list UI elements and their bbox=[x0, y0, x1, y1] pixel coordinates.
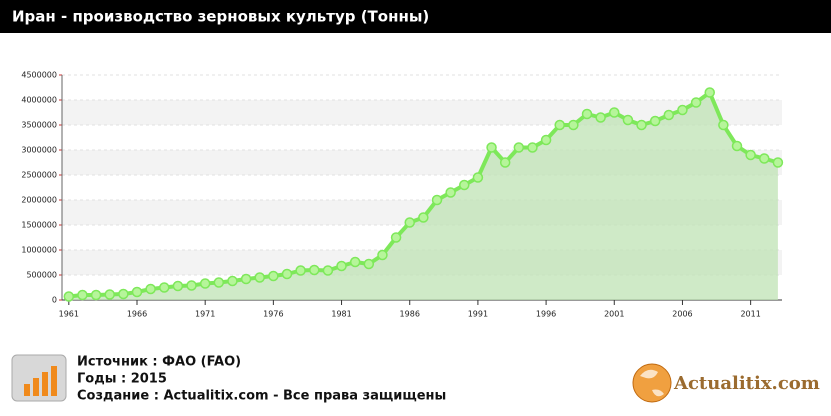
x-tick-label: 1976 bbox=[263, 310, 283, 319]
point bbox=[390, 232, 402, 243]
point bbox=[268, 270, 279, 282]
x-tick-label: 1966 bbox=[127, 310, 147, 319]
point bbox=[609, 107, 620, 118]
point bbox=[663, 109, 675, 121]
y-tick-label: 2000000 bbox=[21, 196, 57, 205]
point bbox=[445, 187, 456, 198]
point bbox=[254, 272, 265, 283]
icon-bar bbox=[51, 366, 57, 396]
point bbox=[581, 108, 593, 120]
logo-land bbox=[640, 369, 664, 397]
point bbox=[759, 153, 770, 164]
footer-years: Годы : 2015 bbox=[77, 372, 167, 387]
point bbox=[227, 275, 238, 287]
icon-bar bbox=[24, 384, 30, 396]
point bbox=[431, 194, 443, 206]
point bbox=[63, 291, 75, 302]
point bbox=[459, 179, 470, 191]
point bbox=[336, 260, 347, 272]
plot: 0 500000 1000000 1500000 2000000 2500000 30000… bbox=[21, 71, 784, 319]
point bbox=[349, 256, 361, 268]
point bbox=[131, 286, 143, 298]
point bbox=[499, 157, 511, 168]
point bbox=[540, 134, 552, 146]
x-tick-label: 2011 bbox=[740, 310, 760, 319]
point bbox=[363, 258, 375, 270]
point bbox=[186, 280, 197, 291]
point bbox=[649, 115, 661, 127]
point bbox=[322, 265, 334, 276]
point bbox=[418, 212, 429, 223]
point bbox=[118, 288, 129, 300]
y-tick-label: 2500000 bbox=[21, 171, 57, 180]
point bbox=[718, 119, 729, 131]
title-bar bbox=[0, 0, 831, 33]
icon-bar bbox=[42, 372, 48, 396]
chart-title: Иран - производство зерновых культур (То… bbox=[12, 8, 429, 26]
point bbox=[145, 283, 156, 295]
x-tick-label: 1981 bbox=[331, 310, 351, 319]
x-tick-label: 2006 bbox=[672, 310, 692, 319]
point bbox=[568, 119, 579, 131]
point bbox=[404, 217, 415, 228]
y-tick-label: 1000000 bbox=[21, 246, 57, 255]
point bbox=[295, 265, 306, 276]
y-tick-label: 4500000 bbox=[21, 71, 57, 80]
footer-icon bbox=[11, 354, 67, 402]
point bbox=[690, 97, 702, 108]
y-tick-label: 1500000 bbox=[21, 221, 57, 230]
x-tick-label: 1961 bbox=[59, 310, 79, 319]
point bbox=[472, 172, 484, 183]
point bbox=[77, 289, 88, 301]
point bbox=[595, 112, 606, 123]
x-tick-label: 2001 bbox=[604, 310, 624, 319]
y-tick-label: 3500000 bbox=[21, 121, 57, 130]
footer-source: Источник : ФАО (FAO) bbox=[77, 355, 241, 370]
point bbox=[486, 142, 497, 153]
point bbox=[772, 157, 784, 168]
point bbox=[554, 119, 565, 131]
point bbox=[172, 280, 184, 292]
point bbox=[513, 142, 525, 153]
point bbox=[213, 277, 225, 288]
point bbox=[636, 119, 647, 131]
logo-globe bbox=[632, 363, 672, 403]
area bbox=[68, 92, 778, 300]
y-tick-label: 500000 bbox=[26, 271, 57, 280]
point bbox=[281, 268, 293, 280]
point bbox=[90, 289, 102, 301]
point bbox=[677, 104, 688, 116]
point bbox=[104, 289, 115, 300]
y-tick-label: 0 bbox=[52, 296, 57, 305]
point bbox=[527, 142, 538, 153]
x-tick-label: 1971 bbox=[195, 310, 215, 319]
point bbox=[377, 249, 388, 261]
point bbox=[622, 114, 634, 126]
point bbox=[240, 273, 252, 285]
point bbox=[731, 140, 743, 152]
y-tick-label: 3000000 bbox=[21, 146, 57, 155]
x-tick-label: 1986 bbox=[400, 310, 420, 319]
x-tick-label: 1996 bbox=[536, 310, 556, 319]
point bbox=[159, 282, 170, 293]
point bbox=[199, 278, 211, 289]
point bbox=[745, 149, 756, 161]
footer-created: Создание : Actualitix.com - Все права за… bbox=[77, 389, 446, 404]
y-tick-label: 4000000 bbox=[21, 96, 57, 105]
point bbox=[704, 87, 715, 98]
icon-bar bbox=[33, 378, 39, 396]
x-tick-label: 1991 bbox=[468, 310, 488, 319]
logo-text: Actualitix.com bbox=[673, 373, 820, 394]
point bbox=[309, 264, 320, 276]
